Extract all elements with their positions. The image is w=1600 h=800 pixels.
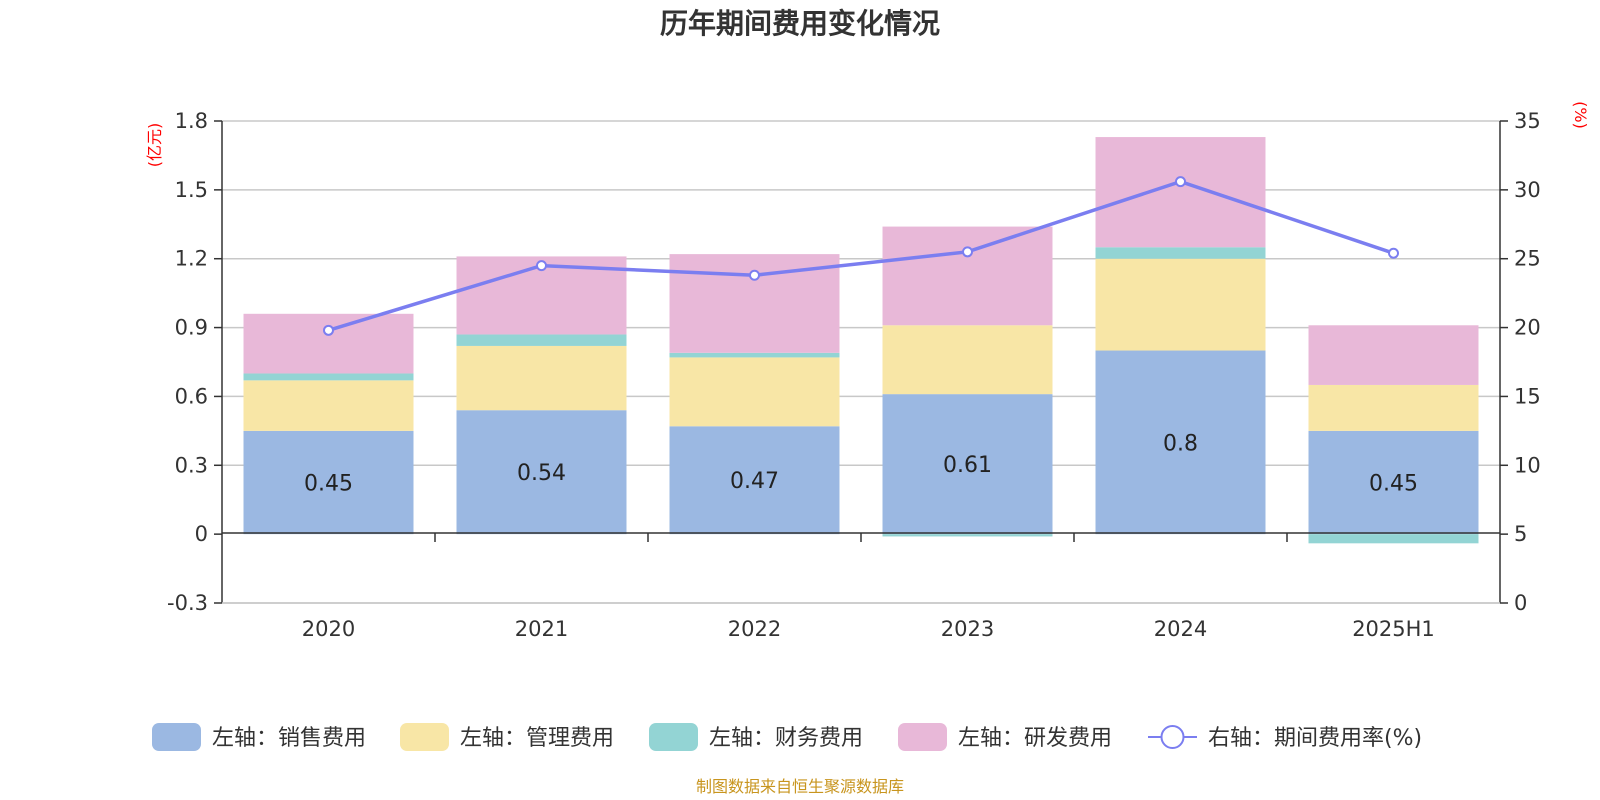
legend-label: 左轴：研发费用: [958, 726, 1112, 751]
bar-value-label: 0.45: [304, 472, 353, 497]
right-tick-label: 15: [1514, 384, 1541, 408]
right-tick-label: 0: [1514, 591, 1527, 615]
bar-segment: [243, 430, 414, 535]
left-tick-label: 0.9: [175, 316, 208, 340]
bar-segment: [669, 357, 840, 427]
bar-segment: [243, 313, 414, 374]
bar-value-label: 0.54: [517, 461, 566, 486]
legend-label: 左轴：管理费用: [460, 726, 614, 751]
bar-value-label: 0.8: [1163, 431, 1198, 456]
x-tick-label: 2024: [1154, 617, 1207, 641]
bar-segment: [882, 534, 1053, 537]
bar-segment: [456, 334, 627, 346]
x-tick-label: 2020: [302, 617, 355, 641]
bar-segment: [1095, 247, 1266, 259]
legend-swatch: [400, 723, 449, 751]
bar-segment: [669, 352, 840, 358]
bar-segment: [882, 226, 1053, 326]
right-tick-label: 25: [1514, 247, 1541, 271]
gridlines: [222, 120, 1500, 604]
axes: -0.3 0 0.3 0.6 0.9 1.2 1.5 1.8 0 5 10 15 20 25 30 35 202…: [167, 109, 1541, 641]
rate-line: [323, 176, 1399, 336]
right-tick-label: 30: [1514, 178, 1541, 202]
bar-value-label: 0.47: [730, 469, 779, 494]
left-tick-label: 1.2: [175, 247, 208, 271]
x-tick-label: 2025H1: [1352, 617, 1435, 641]
left-axis-unit: (亿元): [145, 123, 164, 168]
bars: [243, 137, 1479, 544]
bar-segment: [1308, 430, 1479, 535]
chart-title: 历年期间费用变化情况: [660, 7, 940, 40]
bar-segment: [882, 325, 1053, 395]
left-tick-label: -0.3: [167, 591, 208, 615]
legend: 左轴：销售费用 左轴：管理费用 左轴：财务费用 左轴：研发费用 右轴：期间费用率(%): [152, 723, 1422, 751]
bar-segment: [882, 394, 1053, 535]
right-tick-label: 35: [1514, 109, 1541, 133]
x-tick-label: 2021: [515, 617, 568, 641]
bar-segment: [1308, 325, 1479, 385]
rate-point: [962, 246, 973, 258]
legend-swatch: [898, 723, 947, 751]
bar-value-label: 0.45: [1369, 472, 1418, 497]
legend-label: 右轴：期间费用率(%): [1208, 726, 1422, 751]
source-note: 制图数据来自恒生聚源数据库: [696, 777, 904, 796]
left-tick-label: 0.6: [175, 384, 208, 408]
rate-point: [536, 260, 547, 272]
bar-segment: [1308, 384, 1479, 431]
bar-labels: 0.45 0.54 0.47 0.61 0.8 0.45: [304, 431, 1418, 496]
left-tick-label: 1.8: [175, 109, 208, 133]
bar-segment: [243, 373, 414, 381]
x-tick-label: 2023: [941, 617, 994, 641]
left-tick-label: 0: [195, 522, 208, 546]
bar-segment: [1095, 258, 1266, 351]
right-axis-unit: (%): [1571, 101, 1590, 129]
x-tick-label: 2022: [728, 617, 781, 641]
rate-line-path: [327, 179, 1395, 333]
legend-label: 左轴：销售费用: [212, 726, 366, 751]
right-tick-label: 5: [1514, 522, 1527, 546]
rate-point: [323, 324, 334, 336]
right-tick-label: 10: [1514, 453, 1541, 477]
bar-segment: [1095, 137, 1266, 248]
left-tick-label: 0.3: [175, 453, 208, 477]
bar-segment: [243, 380, 414, 431]
right-tick-label: 20: [1514, 316, 1541, 340]
rate-point: [1388, 247, 1399, 259]
left-tick-label: 1.5: [175, 178, 208, 202]
bar-segment: [1095, 350, 1266, 535]
bar-segment: [1308, 534, 1479, 544]
bar-segment: [456, 410, 627, 535]
legend-swatch: [152, 723, 201, 751]
legend-label: 左轴：财务费用: [709, 726, 863, 751]
legend-line-marker: [1160, 725, 1185, 749]
bar-segment: [669, 426, 840, 535]
bar-segment: [456, 345, 627, 411]
rate-point: [749, 269, 760, 281]
bar-value-label: 0.61: [943, 453, 992, 478]
rate-point: [1175, 176, 1186, 188]
legend-swatch: [649, 723, 698, 751]
